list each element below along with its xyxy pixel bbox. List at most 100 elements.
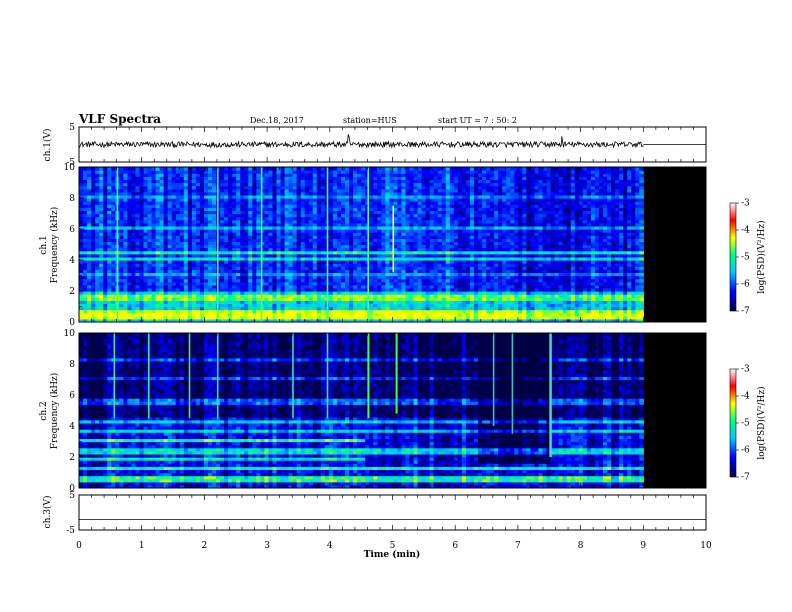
spectro-cell <box>461 238 467 242</box>
spectro-cell <box>264 238 270 242</box>
spectro-cell <box>256 219 261 224</box>
spectro-cell <box>393 204 399 208</box>
spectro-cell <box>328 269 334 273</box>
spectro-cell <box>276 303 282 308</box>
spectro-cell <box>381 235 386 239</box>
spectro-cell <box>429 170 435 174</box>
spectro-cell <box>457 294 463 298</box>
spectro-cell <box>425 287 431 292</box>
spectro-cell <box>389 318 394 322</box>
spectro-cell <box>187 188 193 193</box>
spectro-cell <box>332 300 338 304</box>
spectro-cell <box>288 303 294 308</box>
spectro-cell <box>91 213 96 218</box>
spectro-cell <box>103 263 108 267</box>
spectro-cell <box>437 247 443 252</box>
spectro-cell <box>381 284 386 289</box>
spectro-cell <box>433 294 439 298</box>
spectro-cell <box>143 207 149 211</box>
spectro-cell <box>264 284 270 289</box>
spectro-cell <box>155 232 161 236</box>
spectro-cell <box>328 318 334 322</box>
spectro-cell <box>316 266 322 270</box>
spectro-cell <box>453 318 459 322</box>
spectro-cell <box>175 170 181 174</box>
spectro-cell <box>203 204 209 208</box>
spectro-cell <box>264 229 270 233</box>
spectro-cell <box>300 303 306 308</box>
spectro-cell <box>341 210 346 215</box>
spectro-cell <box>163 263 169 267</box>
spectro-cell <box>131 278 137 283</box>
spectro-cell <box>199 297 205 301</box>
spectro-cell <box>389 281 394 286</box>
spectro-cell <box>469 272 475 277</box>
spectro-cell <box>417 173 423 177</box>
spectro-cell <box>159 210 165 215</box>
spectro-cell <box>224 269 229 273</box>
spectro-cell <box>328 294 334 298</box>
spectro-cell <box>179 309 185 314</box>
spectro-cell <box>183 300 189 304</box>
spectro-cell <box>361 201 366 205</box>
spectro-cell <box>171 235 177 239</box>
spectro-cell <box>316 284 322 289</box>
spectro-cell <box>240 194 245 199</box>
spectro-cell <box>417 278 423 283</box>
spectro-cell <box>417 182 423 187</box>
spectro-cell <box>397 272 403 277</box>
spectro-cell <box>95 235 100 239</box>
spectro-cell <box>111 300 116 304</box>
spectro-cell <box>445 256 451 261</box>
spectro-cell <box>147 275 153 280</box>
spectro-cell <box>465 284 471 289</box>
spectro-cell <box>232 247 237 252</box>
spectro-cell <box>83 291 88 295</box>
spectro-cell <box>264 194 270 199</box>
spectro-cell <box>397 318 403 322</box>
spectro-cell <box>167 188 173 193</box>
spectro-cell <box>183 241 189 246</box>
spectro-cell <box>353 281 358 286</box>
spectro-cell <box>316 315 322 320</box>
spectro-cell <box>308 315 314 320</box>
spectro-cell <box>131 256 137 261</box>
spectro-cell <box>300 294 306 298</box>
spectro-cell <box>429 294 435 298</box>
spectro-cell <box>292 235 298 239</box>
spectro-cell <box>131 229 137 233</box>
spectro-cell <box>111 229 116 233</box>
spectro-cell <box>220 229 225 233</box>
spectro-cell <box>163 297 169 301</box>
spectro-cell <box>401 318 407 322</box>
spectro-cell <box>320 281 326 286</box>
spectro-cell <box>296 253 302 258</box>
spectro-cell <box>445 309 451 314</box>
spectro-cell <box>272 281 278 286</box>
spectro-cell <box>143 284 149 289</box>
spectro-cell <box>171 213 177 218</box>
spectro-cell <box>268 179 274 184</box>
spectro-cell <box>457 210 463 215</box>
spectro-cell <box>244 229 249 233</box>
spectro-cell <box>437 201 443 205</box>
spectro-cell <box>405 207 411 211</box>
spectro-cell <box>441 269 447 273</box>
spectro-cell <box>95 185 100 190</box>
spectro-cell <box>405 225 411 230</box>
spectro-cell <box>272 182 278 187</box>
spectro-cell <box>244 194 249 199</box>
spectro-cell <box>123 287 128 292</box>
spectro-cell <box>316 253 322 258</box>
spectro-cell <box>167 194 173 199</box>
spectro-cell <box>441 170 447 174</box>
spectro-cell <box>207 167 213 171</box>
spectro-cell <box>341 250 346 255</box>
spectro-cell <box>320 176 326 180</box>
spectro-cell <box>252 207 257 211</box>
spectro-cell <box>332 260 338 264</box>
spectro-cell <box>377 176 382 180</box>
spectro-cell <box>260 291 266 295</box>
spectro-cell <box>163 225 169 230</box>
spectro-cell <box>264 222 270 227</box>
